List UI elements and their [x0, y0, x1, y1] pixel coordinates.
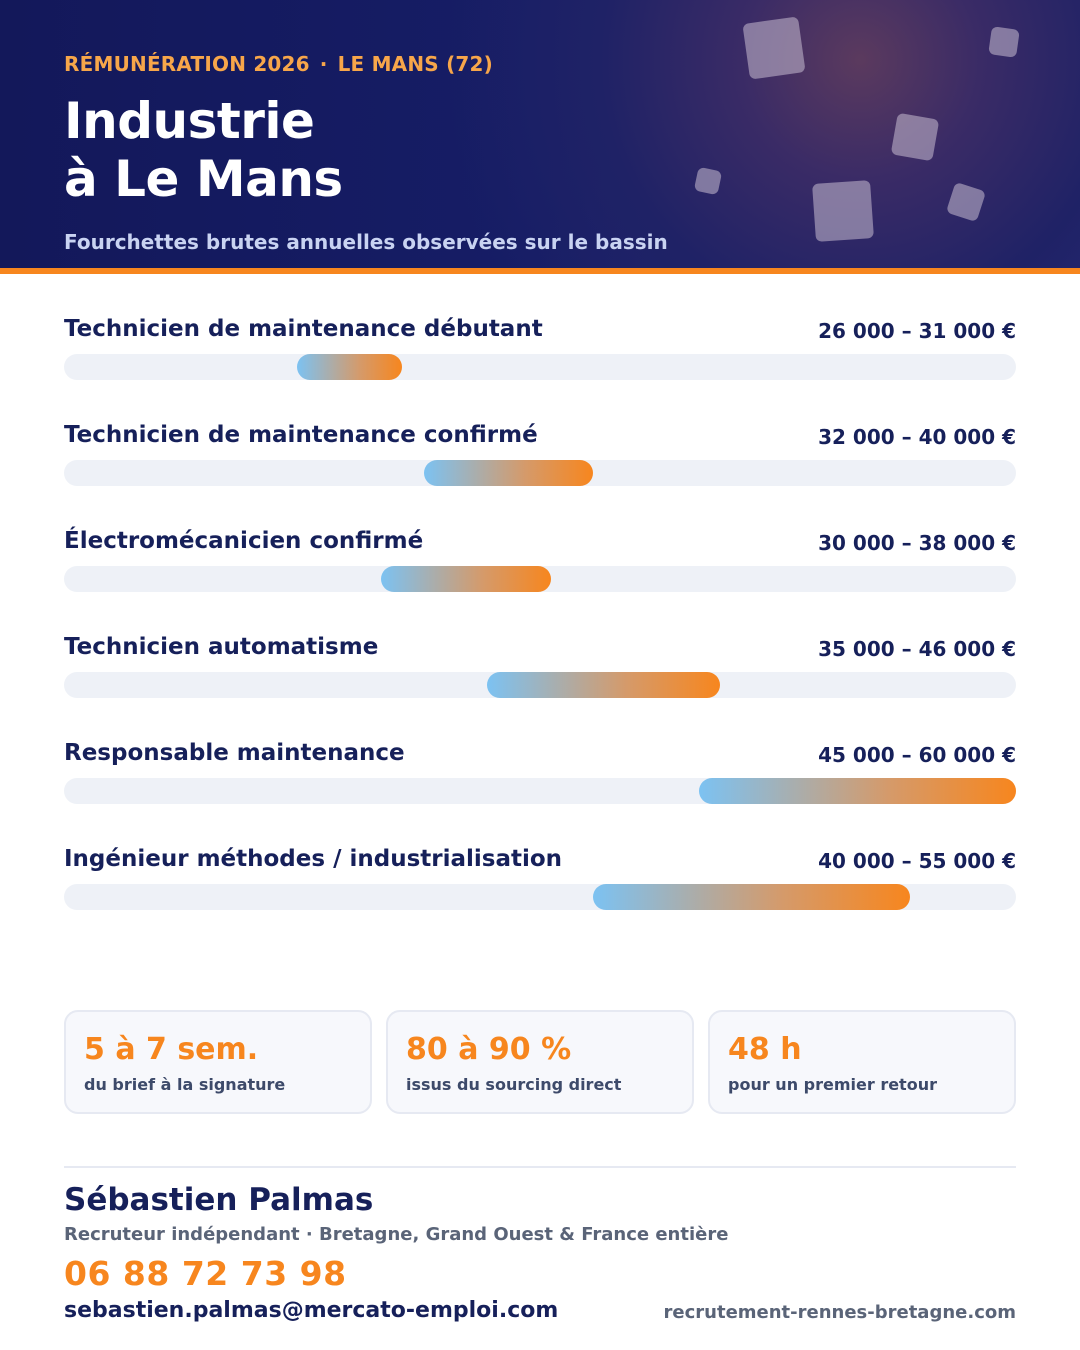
- salary-range-bar: [296, 354, 403, 380]
- salary-row-label: Ingénieur méthodes / industrialisation: [64, 846, 563, 872]
- kicker-separator: ·: [319, 52, 328, 76]
- salary-range-track: [64, 460, 1016, 486]
- page-subtitle: Fourchettes brutes annuelles observées s…: [64, 230, 668, 254]
- stat-card-delay: 5 à 7 sem. du brief à la signature: [64, 1010, 372, 1114]
- salary-range-bar: [592, 884, 911, 910]
- salary-row-label: Technicien de maintenance débutant: [64, 316, 543, 342]
- salary-row-range: 35 000 – 46 000 €: [818, 637, 1016, 661]
- salary-row-range: 30 000 – 38 000 €: [818, 531, 1016, 555]
- salary-row: Électromécanicien confirmé 30 000 – 38 00…: [64, 528, 1016, 608]
- salary-range-bar: [381, 566, 551, 592]
- salary-row: Technicien automatisme 35 000 – 46 000 €: [64, 634, 1016, 714]
- stat-value: 48 h: [728, 1032, 802, 1067]
- contact-role: Recruteur indépendant · Bretagne, Grand …: [64, 1224, 729, 1245]
- kicker-location: LE MANS (72): [337, 52, 493, 76]
- salary-row-range: 32 000 – 40 000 €: [818, 425, 1016, 449]
- salary-row: Technicien de maintenance confirmé 32 000…: [64, 422, 1016, 502]
- salary-row-range: 45 000 – 60 000 €: [818, 743, 1016, 767]
- divider: [64, 1166, 1016, 1168]
- title-line-1: Industrie: [64, 92, 315, 150]
- decorative-square: [890, 112, 940, 162]
- salary-range-track: [64, 354, 1016, 380]
- stat-caption: du brief à la signature: [84, 1075, 286, 1094]
- salary-range-track: [64, 672, 1016, 698]
- contact-website[interactable]: recrutement-rennes-bretagne.com: [663, 1302, 1016, 1323]
- stat-card-sourcing: 80 à 90 % issus du sourcing direct: [386, 1010, 694, 1114]
- salary-row: Technicien de maintenance débutant 26 000…: [64, 316, 1016, 396]
- stats-row: 5 à 7 sem. du brief à la signature 80 à …: [64, 1010, 1016, 1114]
- salary-row-label: Électromécanicien confirmé: [64, 528, 424, 554]
- kicker-topic: RÉMUNÉRATION 2026: [64, 52, 310, 76]
- decorative-square: [812, 180, 874, 242]
- salary-range-track: [64, 884, 1016, 910]
- contact-email[interactable]: sebastien.palmas@mercato-emploi.com: [64, 1298, 559, 1323]
- kicker: RÉMUNÉRATION 2026 · LE MANS (72): [64, 52, 493, 76]
- salary-range-bar: [487, 672, 720, 698]
- salary-row-label: Responsable maintenance: [64, 740, 405, 766]
- salary-range-bar: [423, 460, 593, 486]
- decorative-square: [693, 166, 723, 196]
- header-banner: RÉMUNÉRATION 2026 · LE MANS (72) Industrie…: [0, 0, 1080, 268]
- salary-row: Ingénieur méthodes / industrialisation 40…: [64, 846, 1016, 926]
- salary-range-bar: [698, 778, 1016, 804]
- salary-row-label: Technicien de maintenance confirmé: [64, 422, 538, 448]
- stat-value: 5 à 7 sem.: [84, 1032, 259, 1067]
- page-title: Industrie à Le Mans: [64, 92, 343, 208]
- salary-row-range: 40 000 – 55 000 €: [818, 849, 1016, 873]
- title-line-2: à Le Mans: [64, 150, 343, 208]
- salary-range-track: [64, 566, 1016, 592]
- decorative-square: [945, 181, 987, 223]
- stat-value: 80 à 90 %: [406, 1032, 572, 1067]
- contact-phone[interactable]: 06 88 72 73 98: [64, 1254, 347, 1293]
- decorative-square: [988, 26, 1020, 58]
- stat-caption: pour un premier retour: [728, 1075, 937, 1094]
- salary-row: Responsable maintenance 45 000 – 60 000 €: [64, 740, 1016, 820]
- salary-row-label: Technicien automatisme: [64, 634, 379, 660]
- salary-row-range: 26 000 – 31 000 €: [818, 319, 1016, 343]
- stat-card-response: 48 h pour un premier retour: [708, 1010, 1016, 1114]
- salary-range-track: [64, 778, 1016, 804]
- contact-name: Sébastien Palmas: [64, 1182, 374, 1218]
- header-accent-stripe: [0, 268, 1080, 274]
- stat-caption: issus du sourcing direct: [406, 1075, 622, 1094]
- decorative-square: [742, 16, 806, 80]
